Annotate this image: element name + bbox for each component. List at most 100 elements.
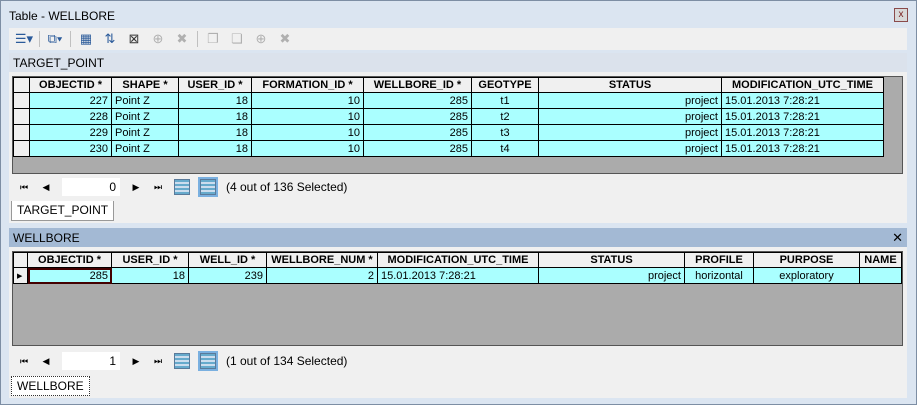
table-cell[interactable]: project (538, 92, 722, 109)
zoom-to-selected-icon[interactable]: ⊕ (152, 31, 164, 46)
copy-selected-icon[interactable]: ❐ (207, 31, 219, 46)
table-cell[interactable]: t2 (471, 108, 539, 125)
paste-icon[interactable]: ❏ (231, 31, 243, 46)
table-cell[interactable]: 18 (178, 108, 252, 125)
table-cell[interactable]: 228 (29, 108, 112, 125)
window-title: Table - WELLBORE (9, 9, 116, 23)
table-cell[interactable]: project (538, 108, 722, 125)
row-selector[interactable] (13, 124, 30, 141)
table-cell[interactable]: 18 (111, 267, 189, 284)
column-header[interactable]: USER_ID * (111, 252, 189, 268)
column-header[interactable]: PROFILE (684, 252, 754, 268)
column-header[interactable]: FORMATION_ID * (251, 77, 364, 93)
clear-selection-icon[interactable]: ⊠ (128, 31, 140, 46)
table-cell[interactable]: 227 (29, 92, 112, 109)
show-selected-records-icon[interactable] (198, 177, 218, 197)
show-all-records-icon[interactable] (174, 353, 190, 369)
table-cell[interactable]: horizontal (684, 267, 754, 284)
table-cell[interactable]: 285 (27, 267, 112, 284)
table-cell[interactable]: Point Z (111, 124, 179, 141)
row-selector[interactable] (13, 140, 30, 157)
column-header[interactable]: OBJECTID * (27, 252, 112, 268)
table-cell[interactable] (859, 267, 902, 284)
column-header[interactable]: WELLBORE_ID * (363, 77, 472, 93)
table-cell[interactable]: 285 (363, 140, 472, 157)
column-header[interactable]: USER_ID * (178, 77, 252, 93)
table-cell[interactable]: 230 (29, 140, 112, 157)
table-cell[interactable]: 15.01.2013 7:28:21 (721, 108, 884, 125)
column-header[interactable]: MODIFICATION_UTC_TIME (721, 77, 884, 93)
table-cell[interactable]: t1 (471, 92, 539, 109)
table-cell[interactable]: Point Z (111, 92, 179, 109)
table-cell[interactable]: 229 (29, 124, 112, 141)
tab-target-point[interactable]: TARGET_POINT (11, 201, 115, 221)
column-header[interactable]: NAME (859, 252, 902, 268)
table-cell[interactable]: t4 (471, 140, 539, 157)
table-cell[interactable]: 15.01.2013 7:28:21 (721, 140, 884, 157)
table-row[interactable]: 228 Point Z 18 10 285 t2 project 15.01.2013 7:2… (13, 108, 884, 125)
column-header[interactable]: GEOTYPE (471, 77, 539, 93)
delete-selected-icon[interactable]: ✖ (176, 31, 188, 46)
window-close-button[interactable]: x (894, 8, 908, 22)
next-record-icon[interactable]: ▶ (132, 355, 140, 366)
last-record-icon[interactable]: ⏭ (153, 355, 163, 366)
table-cell[interactable]: 15.01.2013 7:28:21 (721, 124, 884, 141)
table-cell[interactable]: 285 (363, 124, 472, 141)
table-cell[interactable]: 15.01.2013 7:28:21 (721, 92, 884, 109)
table-cell[interactable]: Point Z (111, 140, 179, 157)
next-record-icon[interactable]: ▶ (132, 181, 140, 192)
table-options-icon[interactable]: ☰▾ (14, 31, 34, 46)
tab-wellbore[interactable]: WELLBORE (11, 376, 90, 396)
table-cell[interactable]: 10 (251, 140, 364, 157)
table-cell[interactable]: 10 (251, 108, 364, 125)
table-row[interactable]: 230 Point Z 18 10 285 t4 project 15.01.2013 7:2… (13, 140, 884, 157)
table-cell[interactable]: 285 (363, 92, 472, 109)
column-header[interactable]: SHAPE * (111, 77, 179, 93)
previous-record-icon[interactable]: ◀ (42, 181, 50, 192)
table-cell[interactable]: 285 (363, 108, 472, 125)
switch-selection-icon[interactable]: ⇅ (104, 31, 116, 46)
table-cell[interactable]: project (538, 124, 722, 141)
table-cell[interactable]: 18 (178, 92, 252, 109)
column-header[interactable]: MODIFICATION_UTC_TIME (377, 252, 539, 268)
attribute-grid[interactable]: OBJECTID * USER_ID * WELL_ID * WELLBORE_NUM… (12, 251, 903, 346)
panel-close-button[interactable]: ✕ (892, 230, 903, 245)
record-number-input[interactable]: 1 (62, 352, 120, 370)
related-tables-icon[interactable]: ⧉▾ (47, 31, 63, 46)
column-header[interactable]: PURPOSE (753, 252, 860, 268)
column-header[interactable]: WELL_ID * (188, 252, 267, 268)
table-cell[interactable]: 15.01.2013 7:28:21 (377, 267, 539, 284)
first-record-icon[interactable]: ⏮ (19, 181, 29, 192)
select-by-attributes-icon[interactable]: ▦ (79, 31, 93, 46)
row-selector[interactable] (13, 108, 30, 125)
table-cell[interactable]: 10 (251, 124, 364, 141)
column-header[interactable]: STATUS (538, 252, 685, 268)
record-number-input[interactable]: 0 (62, 178, 120, 196)
table-cell[interactable]: 18 (178, 124, 252, 141)
table-cell[interactable]: project (538, 267, 685, 284)
table-cell[interactable]: project (538, 140, 722, 157)
table-row[interactable]: 229 Point Z 18 10 285 t3 project 15.01.2013 7:2… (13, 124, 884, 141)
table-cell[interactable]: t3 (471, 124, 539, 141)
table-cell[interactable]: 10 (251, 92, 364, 109)
table-cell[interactable]: exploratory (753, 267, 860, 284)
table-row[interactable]: 227 Point Z 18 10 285 t1 project 15.01.2013 7:2… (13, 92, 884, 109)
delete-icon[interactable]: ✖ (279, 31, 291, 46)
table-cell[interactable]: Point Z (111, 108, 179, 125)
attribute-grid[interactable]: OBJECTID * SHAPE * USER_ID * FORMATION_ID *… (12, 76, 903, 174)
row-selector[interactable] (13, 92, 30, 109)
column-header[interactable]: STATUS (538, 77, 722, 93)
first-record-icon[interactable]: ⏮ (19, 355, 29, 366)
table-cell[interactable]: 239 (188, 267, 267, 284)
table-cell[interactable]: 2 (266, 267, 378, 284)
last-record-icon[interactable]: ⏭ (153, 181, 163, 192)
column-header[interactable]: WELLBORE_NUM * (266, 252, 378, 268)
table-cell[interactable]: 18 (178, 140, 252, 157)
zoom-icon[interactable]: ⊕ (255, 31, 267, 46)
row-selector[interactable]: ▶ (13, 267, 28, 284)
previous-record-icon[interactable]: ◀ (42, 355, 50, 366)
show-selected-records-icon[interactable] (198, 351, 218, 371)
column-header[interactable]: OBJECTID * (29, 77, 112, 93)
table-row[interactable]: ▶ 285 18 239 2 15.01.2013 7:28:21 project horiz… (13, 267, 902, 284)
show-all-records-icon[interactable] (174, 179, 190, 195)
